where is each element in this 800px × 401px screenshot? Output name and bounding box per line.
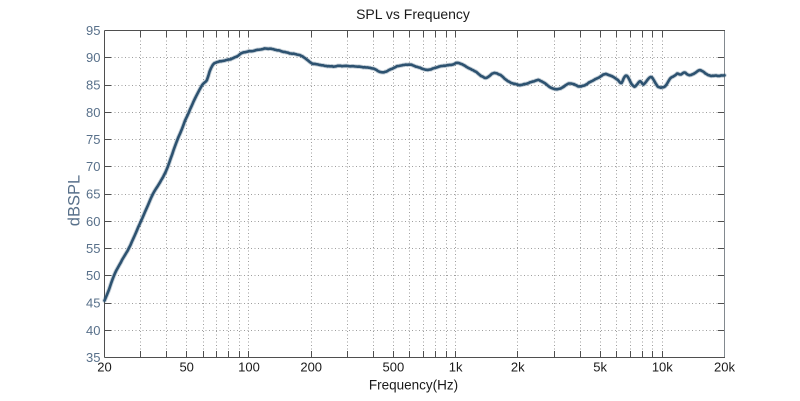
svg-text:95: 95 — [86, 23, 100, 38]
svg-text:dBSPL: dBSPL — [66, 175, 84, 226]
svg-text:75: 75 — [86, 132, 100, 147]
svg-text:55: 55 — [86, 241, 100, 256]
svg-text:50: 50 — [179, 360, 193, 375]
svg-text:200: 200 — [300, 360, 322, 375]
svg-text:1k: 1k — [449, 360, 463, 375]
svg-text:40: 40 — [86, 323, 100, 338]
svg-text:80: 80 — [86, 105, 100, 120]
svg-text:60: 60 — [86, 214, 100, 229]
svg-text:65: 65 — [86, 187, 100, 202]
svg-text:70: 70 — [86, 159, 100, 174]
svg-text:20: 20 — [97, 360, 111, 375]
svg-text:2k: 2k — [511, 360, 525, 375]
svg-text:500: 500 — [383, 360, 405, 375]
svg-text:35: 35 — [86, 350, 100, 365]
svg-text:SPL vs Frequency: SPL vs Frequency — [356, 6, 470, 22]
svg-text:20k: 20k — [714, 360, 735, 375]
svg-text:5k: 5k — [593, 360, 607, 375]
svg-text:85: 85 — [86, 78, 100, 93]
svg-text:45: 45 — [86, 296, 100, 311]
svg-text:100: 100 — [238, 360, 260, 375]
svg-text:50: 50 — [86, 268, 100, 283]
svg-text:10k: 10k — [652, 360, 673, 375]
svg-text:90: 90 — [86, 50, 100, 65]
svg-text:Frequency(Hz): Frequency(Hz) — [369, 378, 458, 393]
